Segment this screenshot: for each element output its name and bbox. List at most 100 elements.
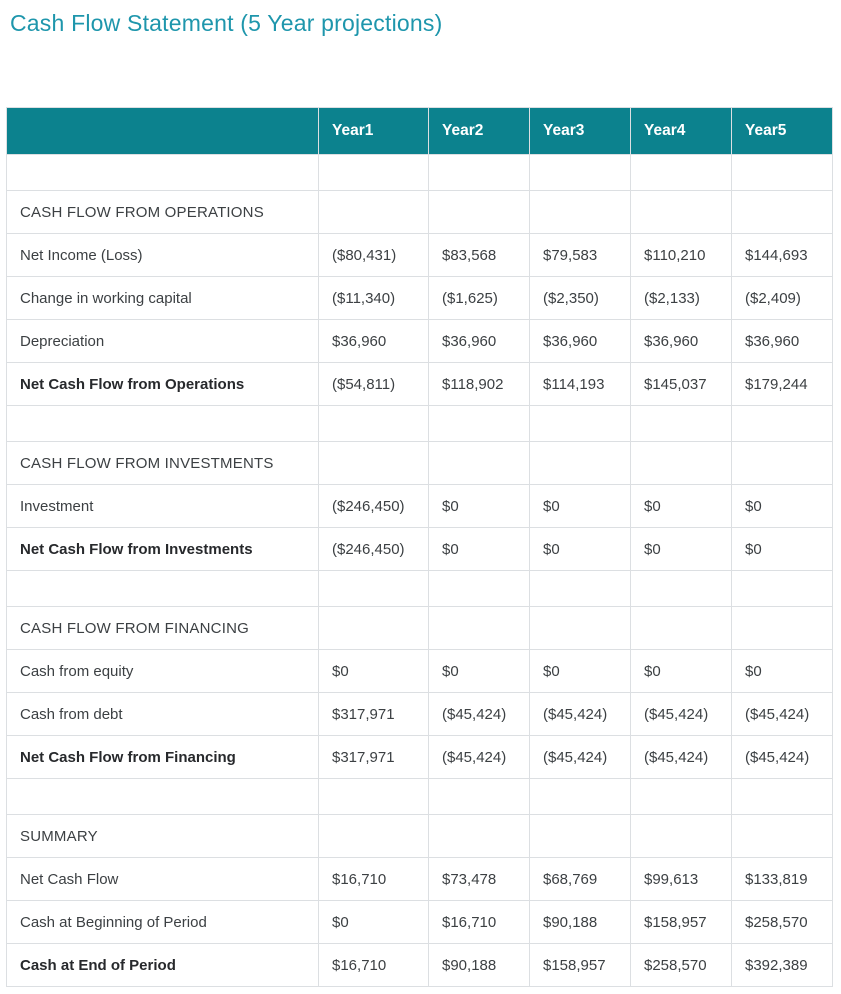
cell-value	[630, 778, 732, 815]
cell-value	[318, 154, 429, 191]
cell-value	[318, 441, 429, 485]
cell-value	[731, 190, 833, 234]
cell-value: $258,570	[731, 900, 833, 944]
row-label: Depreciation	[6, 319, 319, 363]
table-row: Cash from equity $0 $0 $0 $0 $0	[6, 649, 833, 693]
cell-value	[428, 570, 530, 607]
header-cell-year: Year1	[318, 107, 429, 155]
cell-value: $36,960	[428, 319, 530, 363]
cell-value	[318, 778, 429, 815]
cell-value: $0	[630, 484, 732, 528]
row-label: Net Income (Loss)	[6, 233, 319, 277]
cell-value: $36,960	[318, 319, 429, 363]
cell-value	[731, 778, 833, 815]
cell-value: ($45,424)	[529, 735, 631, 779]
row-label: Investment	[6, 484, 319, 528]
cell-value	[318, 570, 429, 607]
row-label: Cash from equity	[6, 649, 319, 693]
table-row: Depreciation $36,960 $36,960 $36,960 $36,960…	[6, 319, 833, 363]
table-row: SUMMARY	[6, 814, 833, 858]
cell-value	[428, 778, 530, 815]
row-label: Net Cash Flow	[6, 857, 319, 901]
cell-value	[731, 441, 833, 485]
cell-value	[428, 441, 530, 485]
cell-value: ($246,450)	[318, 527, 429, 571]
cell-value: $392,389	[731, 943, 833, 987]
cell-value: ($45,424)	[731, 692, 833, 736]
cell-value: $0	[428, 649, 530, 693]
cell-value: $36,960	[731, 319, 833, 363]
cell-value: ($45,424)	[630, 735, 732, 779]
cell-value: ($80,431)	[318, 233, 429, 277]
cell-value	[428, 190, 530, 234]
cell-value: ($54,811)	[318, 362, 429, 406]
cell-value: $114,193	[529, 362, 631, 406]
header-cell-year: Year5	[731, 107, 833, 155]
row-label: Net Cash Flow from Investments	[6, 527, 319, 571]
cell-value: $133,819	[731, 857, 833, 901]
table-row: Investment ($246,450) $0 $0 $0 $0	[6, 484, 833, 528]
cell-value: ($45,424)	[731, 735, 833, 779]
row-label: Net Cash Flow from Operations	[6, 362, 319, 406]
table-row: Net Cash Flow from Operations ($54,811) $1…	[6, 362, 833, 406]
section-label: CASH FLOW FROM INVESTMENTS	[6, 441, 319, 485]
cell-value: $0	[529, 527, 631, 571]
row-label: Cash at Beginning of Period	[6, 900, 319, 944]
row-label	[6, 778, 319, 815]
cell-value: $90,188	[529, 900, 631, 944]
cell-value: $36,960	[630, 319, 732, 363]
cell-value	[428, 606, 530, 650]
section-label: SUMMARY	[6, 814, 319, 858]
table-row	[6, 570, 833, 607]
cell-value: $317,971	[318, 735, 429, 779]
header-cell-year: Year4	[630, 107, 732, 155]
row-label: Net Cash Flow from Financing	[6, 735, 319, 779]
cell-value: ($45,424)	[529, 692, 631, 736]
cell-value: $158,957	[630, 900, 732, 944]
cell-value	[428, 154, 530, 191]
cell-value: $0	[428, 484, 530, 528]
cell-value	[731, 154, 833, 191]
cell-value: ($2,350)	[529, 276, 631, 320]
cell-value	[318, 606, 429, 650]
row-label	[6, 570, 319, 607]
cell-value	[731, 814, 833, 858]
table-row	[6, 154, 833, 191]
cell-value: $110,210	[630, 233, 732, 277]
page-title: Cash Flow Statement (5 Year projections)	[10, 10, 443, 36]
cell-value	[630, 570, 732, 607]
cell-value: $0	[428, 527, 530, 571]
cell-value: $0	[731, 649, 833, 693]
cell-value: $36,960	[529, 319, 631, 363]
cell-value	[428, 814, 530, 858]
cell-value	[529, 814, 631, 858]
row-label	[6, 405, 319, 442]
cashflow-table: Year1 Year2 Year3 Year4 Year5 CASH FLOW FROM…	[6, 107, 833, 987]
cell-value: $16,710	[318, 857, 429, 901]
cell-value: $16,710	[318, 943, 429, 987]
row-label: Cash from debt	[6, 692, 319, 736]
cell-value: $0	[630, 527, 732, 571]
cell-value: $83,568	[428, 233, 530, 277]
cell-value	[428, 405, 530, 442]
table-row: Cash at End of Period $16,710 $90,188 $158,…	[6, 943, 833, 987]
header-cell-blank	[6, 107, 319, 155]
row-label	[6, 154, 319, 191]
cell-value: $179,244	[731, 362, 833, 406]
cell-value	[529, 190, 631, 234]
cell-value: ($45,424)	[630, 692, 732, 736]
table-row	[6, 778, 833, 815]
cell-value: ($2,133)	[630, 276, 732, 320]
cell-value	[731, 570, 833, 607]
cell-value: $0	[731, 484, 833, 528]
cell-value	[630, 814, 732, 858]
cell-value	[731, 606, 833, 650]
table-row: CASH FLOW FROM INVESTMENTS	[6, 441, 833, 485]
cell-value: ($45,424)	[428, 692, 530, 736]
cell-value: $118,902	[428, 362, 530, 406]
cell-value: $158,957	[529, 943, 631, 987]
cell-value: ($246,450)	[318, 484, 429, 528]
cell-value	[731, 405, 833, 442]
cell-value: $16,710	[428, 900, 530, 944]
